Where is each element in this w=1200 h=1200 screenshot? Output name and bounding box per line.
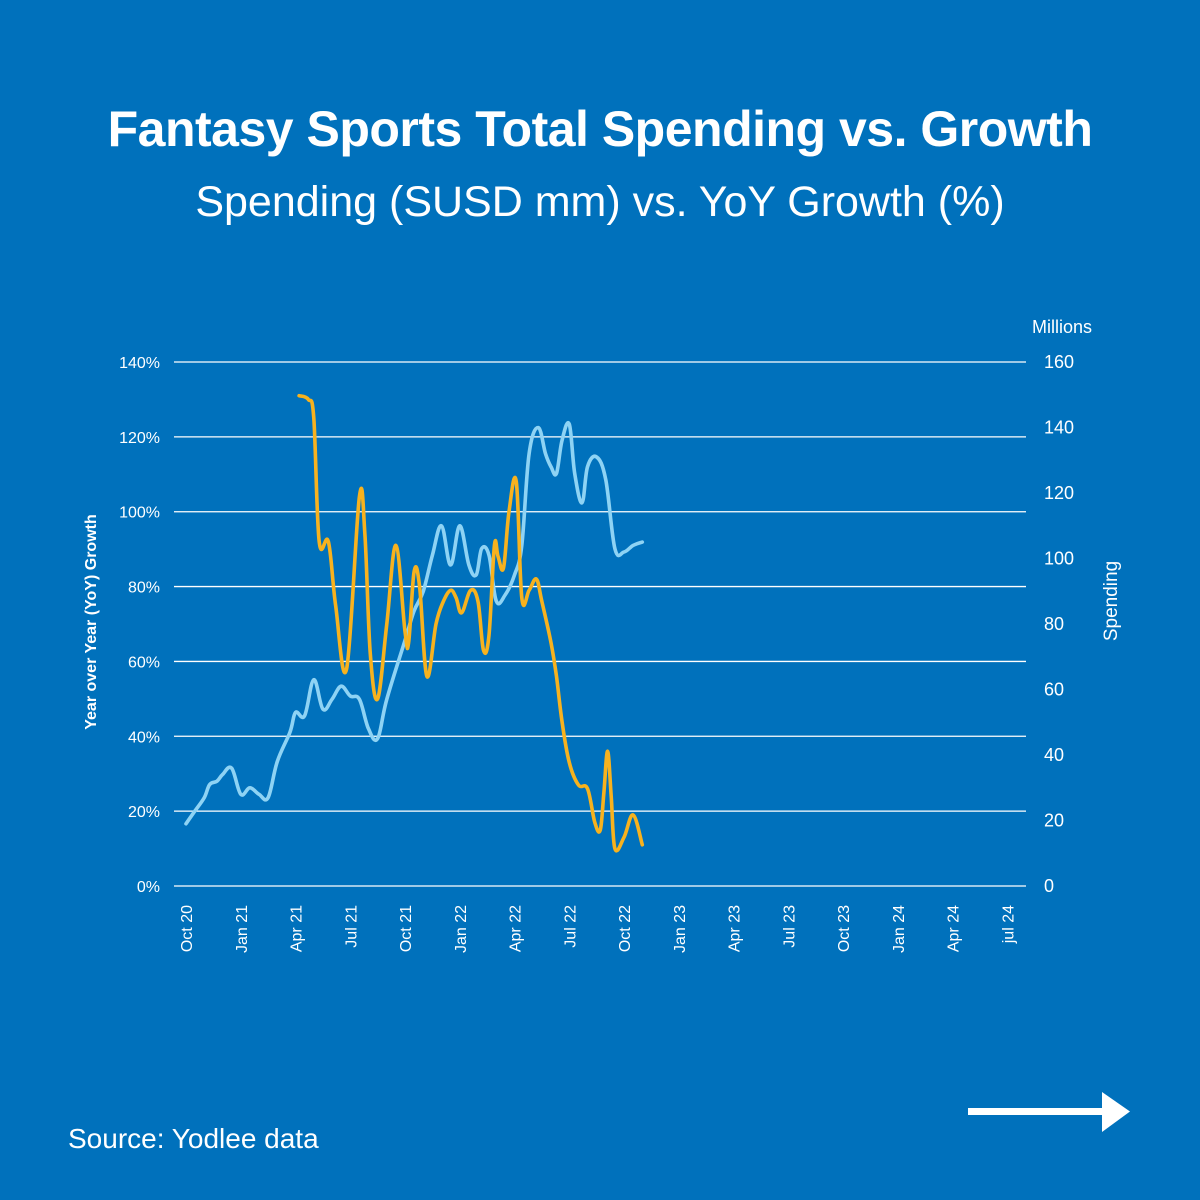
right-tick-label: 0	[1044, 876, 1054, 896]
x-tick-label: Jan 23	[672, 905, 689, 953]
left-tick-label: 140%	[119, 355, 160, 372]
x-tick-label: Jul 22	[562, 905, 579, 948]
x-tick-label: Oct 23	[836, 905, 853, 952]
yoy-growth-line	[297, 393, 645, 853]
right-tick-label: 100	[1044, 549, 1074, 569]
gridlines	[174, 361, 1026, 887]
left-tick-label: 60%	[128, 654, 160, 671]
spending-line	[184, 421, 645, 826]
x-tick-label: Jan 24	[891, 905, 908, 953]
left-tick-label: 80%	[128, 580, 160, 597]
next-arrow-icon[interactable]	[966, 1090, 1132, 1134]
x-tick-label: Apr 22	[508, 905, 525, 952]
left-axis-ticks: 0% 20% 40% 60% 80% 100% 120% 140%	[119, 355, 160, 896]
x-tick-label: Oct 22	[617, 905, 634, 952]
x-tick-label: Jan 21	[234, 905, 251, 953]
left-tick-label: 20%	[128, 804, 160, 821]
right-tick-label: 60	[1044, 680, 1064, 700]
left-tick-label: 120%	[119, 430, 160, 447]
x-tick-label: Oct 21	[398, 905, 415, 952]
x-tick-label: Apr 24	[946, 905, 963, 952]
right-tick-label: 80	[1044, 614, 1064, 634]
left-tick-label: 40%	[128, 729, 160, 746]
x-tick-label: Apr 21	[289, 905, 306, 952]
right-tick-label: 140	[1044, 418, 1074, 438]
right-tick-label: 40	[1044, 745, 1064, 765]
series-lines	[184, 393, 645, 853]
chart-title: Fantasy Sports Total Spending vs. Growth	[107, 101, 1093, 157]
x-tick-label: Jul 21	[343, 905, 360, 948]
right-axis-ticks: 0 20 40 60 80 100 120 140 160	[1044, 352, 1074, 896]
x-tick-label: Oct 20	[179, 905, 196, 952]
right-tick-label: 20	[1044, 811, 1064, 831]
left-axis-title: Year over Year (YoY) Growth	[83, 514, 100, 730]
left-tick-label: 0%	[137, 879, 160, 896]
x-tick-label: Jul 23	[781, 905, 798, 948]
right-tick-label: 160	[1044, 352, 1074, 372]
right-tick-label: 120	[1044, 483, 1074, 503]
x-tick-label: Apr 23	[727, 905, 744, 952]
x-axis-ticks: Oct 20 Jan 21 Apr 21 Jul 21 Oct 21 Jan 22 Apr …	[179, 905, 1017, 953]
x-tick-label: Jan 22	[453, 905, 470, 953]
right-axis-title: Spending	[1101, 561, 1122, 641]
chart-subtitle: Spending (SUSD mm) vs. YoY Growth (%)	[195, 178, 1005, 226]
left-tick-label: 100%	[119, 505, 160, 522]
right-axis-unit-label: Millions	[1032, 317, 1092, 337]
source-note: Source: Yodlee data	[68, 1123, 319, 1154]
x-tick-label: jul 24	[1000, 905, 1017, 944]
